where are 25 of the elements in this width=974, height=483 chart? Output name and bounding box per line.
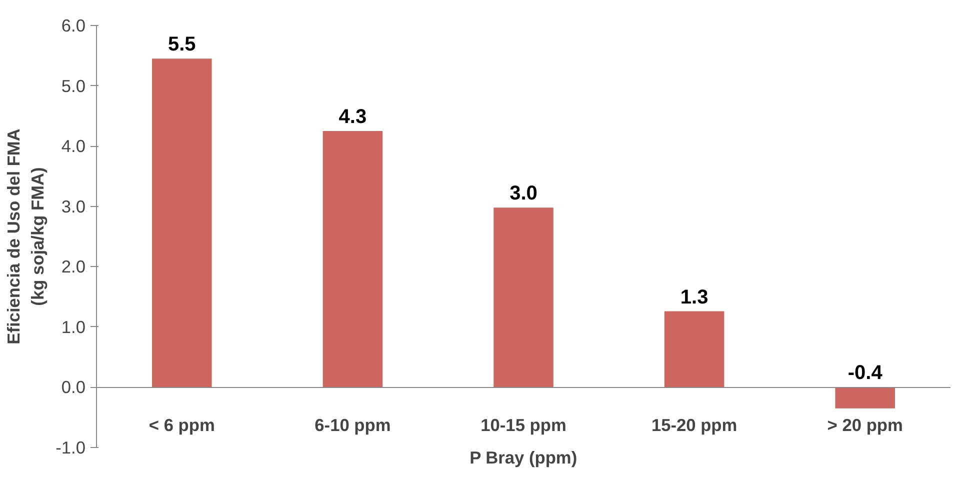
y-tick-label: 1.0 <box>61 316 86 337</box>
data-label: 5.5 <box>168 34 196 56</box>
x-tick-label: 15-20 ppm <box>651 415 738 436</box>
y-tick-label: 0.0 <box>61 377 86 398</box>
data-label: 4.3 <box>338 106 367 128</box>
x-tick-label: 10-15 ppm <box>480 415 566 436</box>
data-label: 1.3 <box>680 286 708 308</box>
bar <box>322 131 383 388</box>
bar <box>494 208 554 388</box>
x-tick-label: > 20 ppm <box>827 415 903 436</box>
bar <box>664 311 724 388</box>
y-axis-title: Eficiencia de Uso del FMA (kg soja/kg FMA) <box>4 128 48 344</box>
y-tick-label: 4.0 <box>61 136 86 156</box>
y-tick-label: -1.0 <box>56 438 86 458</box>
y-tick-label: 3.0 <box>61 196 86 216</box>
x-tick-label: 6-10 ppm <box>314 415 391 436</box>
y-tick-label: 6.0 <box>61 16 86 36</box>
bar <box>152 58 212 388</box>
data-label: 3.0 <box>510 182 538 205</box>
x-tick-label: < 6 ppm <box>148 415 215 436</box>
y-tick-label: 2.0 <box>61 256 86 277</box>
x-axis-title: P Bray (ppm) <box>470 448 578 468</box>
y-tick-label: 5.0 <box>61 76 86 96</box>
bar <box>835 387 895 408</box>
data-label: -0.4 <box>848 362 884 384</box>
